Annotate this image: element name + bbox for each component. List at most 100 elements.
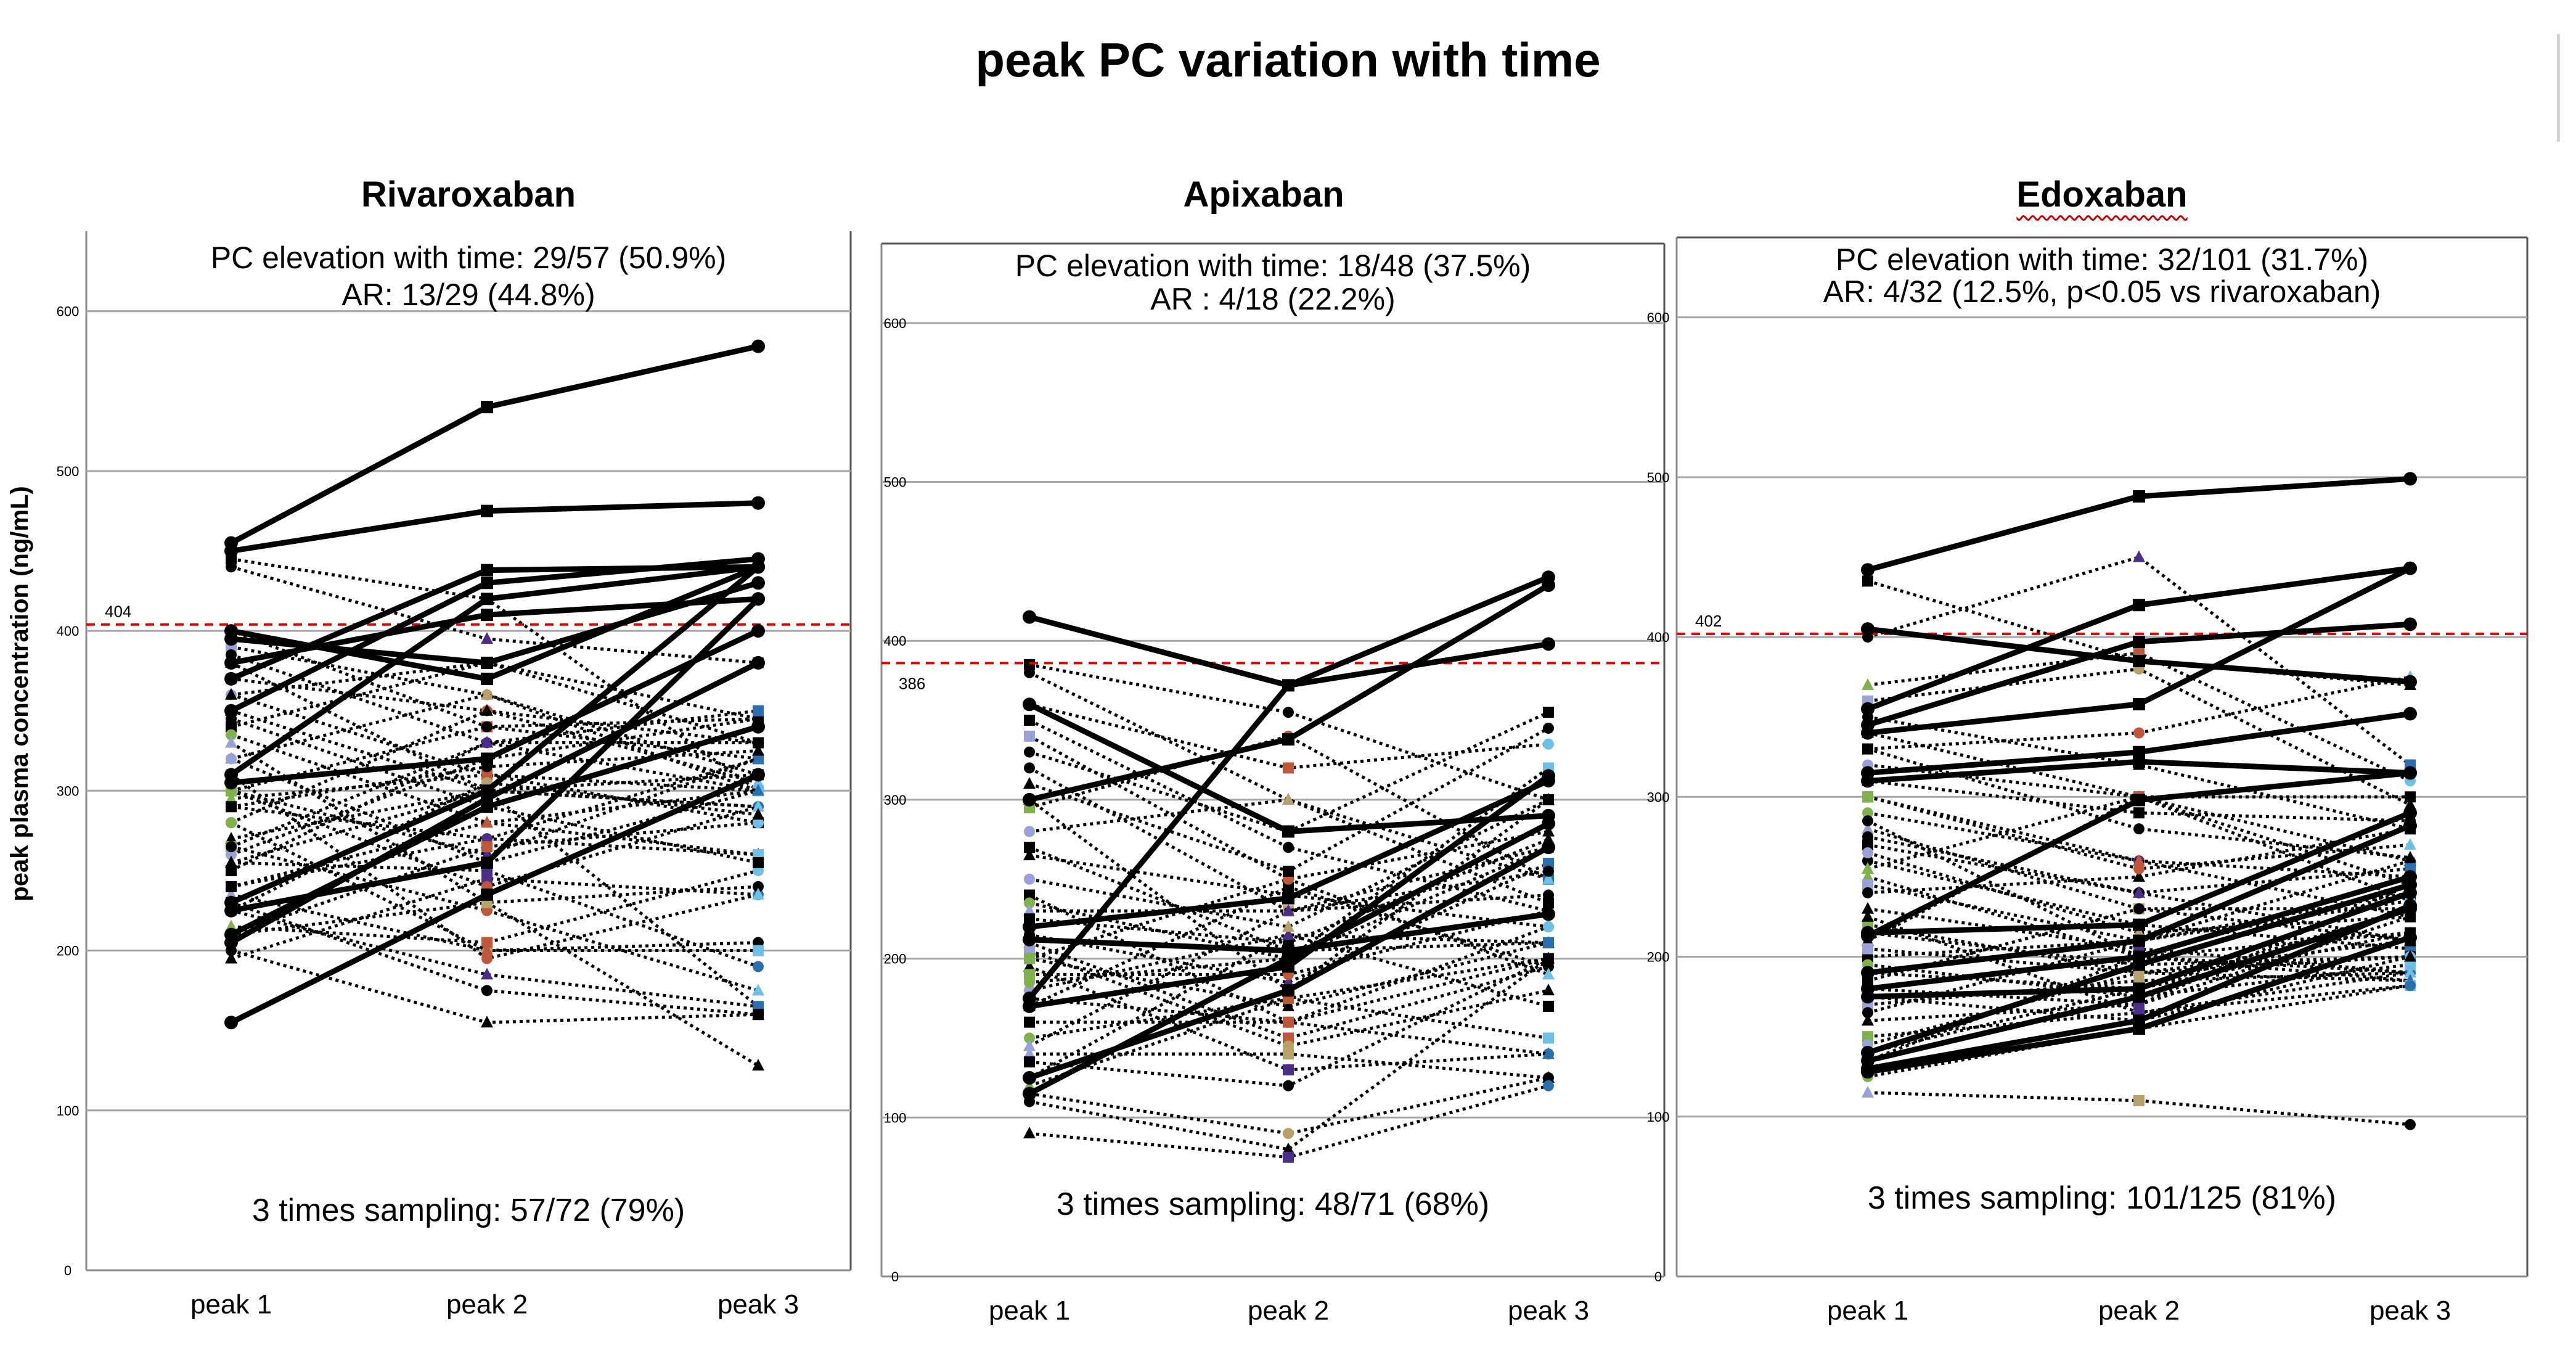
data-point-marker [225, 688, 237, 700]
data-point-marker [481, 856, 493, 869]
sampling-note: 3 times sampling: 57/72 (79%) [252, 1193, 685, 1228]
data-point-marker [226, 865, 237, 876]
data-point-marker [752, 887, 764, 900]
data-point-marker [2133, 990, 2145, 1003]
data-point-marker [226, 561, 237, 573]
chart-plot: 0 100 200 300 400 500 600 peak 1 peak 2 peak 3 402… [1647, 236, 2529, 1326]
y-tick-label: 100 [884, 1110, 907, 1125]
data-point-marker [1543, 889, 1554, 901]
data-point-marker [751, 576, 765, 590]
dotted-series-line [1029, 941, 1549, 1008]
data-point-marker [1282, 792, 1294, 805]
data-point-marker [1023, 1070, 1036, 1085]
data-point-marker [1282, 1142, 1294, 1154]
y-tick-label: 300 [1647, 789, 1670, 805]
data-point-marker [1862, 839, 1873, 851]
data-point-marker [1861, 926, 1875, 940]
data-point-marker [224, 776, 238, 790]
data-point-marker [1543, 1032, 1554, 1044]
data-point-marker [751, 339, 765, 353]
data-point-marker [481, 769, 493, 781]
y-tick-label: 600 [57, 304, 80, 319]
data-point-marker [1024, 842, 1035, 853]
y-tick-label: 200 [1647, 950, 1670, 965]
data-point-marker [751, 624, 765, 638]
data-point-marker [2405, 980, 2416, 992]
data-point-marker [481, 816, 493, 828]
data-point-marker [2403, 877, 2417, 892]
x-tick-label: peak 1 [1827, 1296, 1908, 1326]
data-point-marker [481, 632, 493, 644]
dotted-series-line [1029, 941, 1549, 1040]
data-point-marker [1862, 902, 1874, 914]
data-point-marker [752, 1059, 764, 1071]
data-point-marker [481, 841, 493, 853]
y-tick-label: 0 [1654, 1269, 1662, 1284]
data-point-marker [1862, 743, 1873, 755]
data-point-marker [1862, 861, 1874, 874]
data-point-marker [1024, 1056, 1035, 1068]
data-point-marker [481, 656, 493, 669]
data-point-marker [225, 832, 237, 844]
data-point-marker [1862, 678, 1874, 690]
data-point-marker [226, 721, 237, 733]
dotted-series-line [1028, 671, 1549, 881]
data-point-marker [1024, 667, 1035, 678]
data-point-marker [1542, 1047, 1555, 1059]
data-point-marker [2133, 599, 2145, 612]
data-point-marker [1023, 777, 1036, 789]
reference-line-label: 386 [899, 674, 925, 692]
data-point-marker [1024, 889, 1035, 901]
dotted-series-line [230, 741, 759, 905]
data-point-marker [1542, 637, 1555, 651]
data-point-marker [1542, 824, 1555, 837]
data-point-marker [1542, 968, 1555, 980]
data-point-marker [481, 704, 493, 716]
data-point-marker [1543, 722, 1554, 734]
data-point-marker [1282, 825, 1294, 838]
data-point-marker [2403, 472, 2417, 486]
data-point-marker [1024, 969, 1035, 980]
data-point-marker [481, 888, 493, 901]
data-point-marker [226, 817, 237, 829]
data-point-marker [1282, 927, 1294, 940]
data-point-marker [1023, 1127, 1036, 1139]
chart-title: Edoxaban [1677, 174, 2527, 215]
main-title: peak PC variation with time [975, 33, 1601, 87]
y-tick-label: 600 [884, 316, 907, 331]
data-point-marker [1282, 904, 1294, 916]
data-point-marker [751, 592, 765, 606]
data-point-marker [2133, 807, 2145, 819]
data-point-marker [225, 855, 237, 868]
data-point-marker [481, 577, 493, 590]
dotted-series-line [231, 869, 759, 945]
x-tick-label: peak 2 [2098, 1296, 2180, 1326]
x-tick-label: peak 1 [989, 1296, 1070, 1326]
data-point-marker [481, 985, 493, 996]
data-point-marker [1023, 1087, 1036, 1101]
data-point-marker [2403, 766, 2417, 780]
y-tick-label: 400 [1647, 630, 1670, 645]
data-point-marker [1543, 865, 1554, 877]
data-point-marker [753, 817, 764, 829]
data-point-marker [1023, 792, 1036, 807]
data-point-marker [2133, 1095, 2145, 1106]
data-point-marker [481, 943, 493, 956]
dotted-series-line [231, 893, 759, 953]
dotted-series-line [1867, 715, 2411, 831]
data-point-marker [751, 560, 765, 574]
data-point-marker [2133, 863, 2145, 874]
data-point-marker [753, 1009, 764, 1021]
data-point-marker [225, 736, 237, 748]
data-point-marker [1024, 1016, 1035, 1028]
data-point-marker [752, 800, 764, 812]
data-point-marker [1542, 840, 1555, 855]
data-point-marker [1024, 873, 1035, 885]
data-point-marker [2133, 794, 2145, 807]
data-point-marker [2404, 950, 2416, 962]
data-point-marker [1542, 984, 1555, 996]
data-point-marker [1282, 892, 1294, 905]
data-point-marker [1024, 1032, 1035, 1044]
data-point-marker [2133, 869, 2145, 882]
data-point-marker [752, 784, 764, 796]
